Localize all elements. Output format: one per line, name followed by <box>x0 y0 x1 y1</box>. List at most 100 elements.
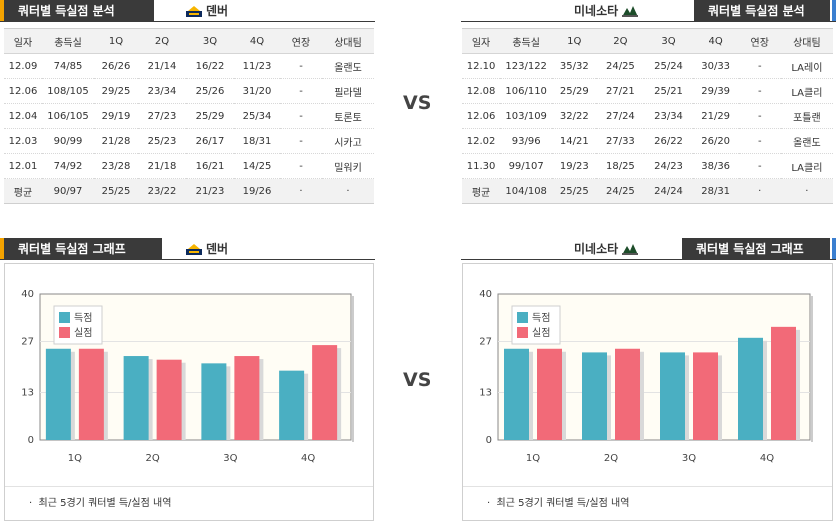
table-cell: 27/33 <box>596 128 645 154</box>
legend-label: 득점 <box>532 312 550 324</box>
team-name: 덴버 <box>206 242 229 256</box>
x-tick-label: 1Q <box>526 453 540 464</box>
table-cell: 평균 <box>4 178 42 204</box>
table-cell: 12.09 <box>4 53 42 79</box>
table-cell: 25/29 <box>186 103 234 129</box>
team-name: 미네소타 <box>574 242 619 256</box>
chart-note: · 최근 5경기 쿼터별 득/실점 내역 <box>29 494 171 509</box>
team-label-minnesota: 미네소타 <box>574 3 639 19</box>
table-cell: - <box>738 128 781 154</box>
table-cell: 12.08 <box>462 78 501 104</box>
column-header: 연장 <box>738 28 781 54</box>
header-accent <box>0 0 4 22</box>
bar-scored-1Q <box>45 348 71 440</box>
table-cell: 23/34 <box>138 78 186 104</box>
bar-scored-2Q <box>582 352 607 440</box>
table-cell: 23/28 <box>94 153 138 179</box>
y-tick-label: 0 <box>28 435 34 446</box>
header-rule <box>0 259 375 260</box>
table-cell: 필라델 <box>322 78 374 104</box>
table-cell: 26/22 <box>644 128 693 154</box>
table-row: 12.10 123/122 35/32 24/25 25/24 30/33- LA레이 <box>462 53 833 79</box>
table-cell: 25/24 <box>644 53 693 79</box>
column-header: 상대팀 <box>322 28 374 54</box>
table-cell: 올랜도 <box>322 53 374 79</box>
table-cell: 12.02 <box>462 128 501 154</box>
table-cell: 26/17 <box>186 128 234 154</box>
table-cell: 99/107 <box>500 153 553 179</box>
table-cell: 16/22 <box>186 53 234 79</box>
table-cell: - <box>280 128 322 154</box>
header-accent <box>832 238 836 260</box>
chart-note-text: 최근 5경기 쿼터별 득/실점 내역 <box>496 498 630 509</box>
denver-quarter-table: 일자 총득실 1Q 2Q 3Q 4Q 연장 상대팀 12.09 74/85 26/26 21/14 1… <box>4 28 374 204</box>
x-tick-label: 2Q <box>604 453 618 464</box>
table-cell: - <box>738 78 781 104</box>
average-row: 평균 90/97 25/25 23/22 21/23 19/26 · · <box>4 178 374 204</box>
column-header: 2Q <box>138 28 186 54</box>
table-cell: 93/96 <box>500 128 553 154</box>
table-cell: 12.10 <box>462 53 501 79</box>
x-tick-label: 4Q <box>760 453 774 464</box>
table-cell: 24/25 <box>596 178 645 204</box>
table-cell: 25/21 <box>644 78 693 104</box>
column-header: 총득실 <box>42 28 94 54</box>
table-cell: - <box>280 103 322 129</box>
bar-allowed-3Q <box>234 356 260 440</box>
table-cell: 90/97 <box>42 178 94 204</box>
table-cell: 108/105 <box>42 78 94 104</box>
table-cell: 74/85 <box>42 53 94 79</box>
nuggets-logo-icon <box>186 6 202 17</box>
average-row: 평균 104/108 25/25 24/25 24/24 28/31 · · <box>462 178 833 204</box>
table-cell: 21/14 <box>138 53 186 79</box>
table-cell: 24/24 <box>644 178 693 204</box>
column-header: 일자 <box>4 28 42 54</box>
table-cell: 27/23 <box>138 103 186 129</box>
table-cell: 평균 <box>462 178 501 204</box>
table-cell: 106/105 <box>42 103 94 129</box>
table-cell: - <box>738 153 781 179</box>
header-title: 쿼터별 득실점 분석 <box>4 0 154 22</box>
timberwolves-logo-icon <box>622 244 639 255</box>
table-cell: 31/20 <box>234 78 280 104</box>
legend-swatch <box>517 327 528 338</box>
table-cell: 30/33 <box>692 53 739 79</box>
legend-label: 실점 <box>532 327 550 339</box>
y-tick-label: 27 <box>479 336 492 347</box>
table-cell: - <box>280 78 322 104</box>
team-label-denver: 덴버 <box>186 241 228 257</box>
legend-swatch <box>517 312 528 323</box>
table-cell: - <box>738 103 781 129</box>
bar-scored-4Q <box>279 370 305 440</box>
table-cell: · <box>322 178 374 204</box>
table-cell: 12.03 <box>4 128 42 154</box>
column-header: 4Q <box>692 28 739 54</box>
legend-label: 득점 <box>74 312 92 324</box>
table-cell: 29/19 <box>94 103 138 129</box>
bar-scored-3Q <box>660 352 685 440</box>
column-header: 총득실 <box>500 28 553 54</box>
table-cell: 25/23 <box>138 128 186 154</box>
team-label-denver: 덴버 <box>186 3 228 19</box>
bar-scored-3Q <box>201 363 227 440</box>
table-cell: 24/23 <box>644 153 693 179</box>
bullet-icon: · <box>487 498 497 509</box>
table-cell: 19/26 <box>234 178 280 204</box>
bar-scored-2Q <box>123 356 149 440</box>
table-cell: 18/25 <box>596 153 645 179</box>
bar-allowed-4Q <box>312 345 338 440</box>
legend-label: 실점 <box>74 327 92 339</box>
minnesota-chart-panel: 0 13 27 40 1Q 2Q 3Q 4Q 득점 실점 · 최근 5경기 쿼터별 득/실점 내역 <box>462 263 833 521</box>
table-cell: 25/26 <box>186 78 234 104</box>
column-header: 1Q <box>552 28 597 54</box>
table-cell: 12.01 <box>4 153 42 179</box>
table-cell: 14/21 <box>552 128 597 154</box>
chart-note: · 최근 5경기 쿼터별 득/실점 내역 <box>487 494 629 509</box>
table-row: 12.02 93/96 14/21 27/33 26/22 26/20- 올랜도 <box>462 128 833 154</box>
y-tick-label: 13 <box>21 388 34 399</box>
table-cell: 18/31 <box>234 128 280 154</box>
table-cell: LA클리 <box>780 153 833 179</box>
right-graph-header: 미네소타 쿼터별 득실점 그래프 <box>461 238 836 260</box>
bullet-icon: · <box>29 498 39 509</box>
